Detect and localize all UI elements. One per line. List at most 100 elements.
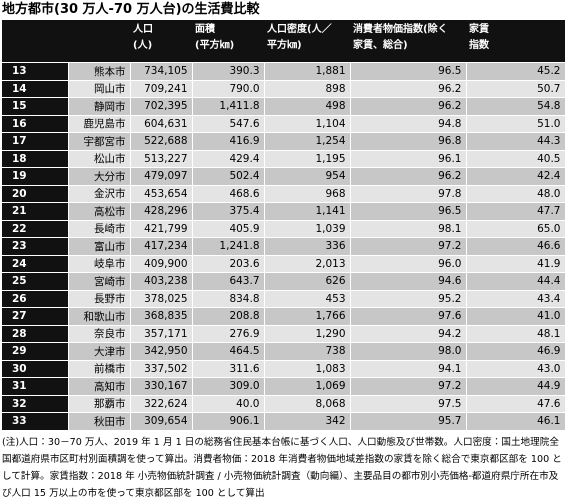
value-cell: 8,068: [264, 395, 351, 413]
value-cell: 834.8: [192, 290, 265, 308]
table-row: 14 岡山市 709,241 790.0 898 96.2 50.7: [2, 80, 566, 98]
table-row: 16 鹿児島市 604,631 547.6 1,104 94.8 51.0: [2, 115, 566, 133]
rank-cell: 25: [2, 272, 69, 291]
value-cell: 790.0: [192, 80, 265, 98]
value-cell: 626: [264, 272, 351, 291]
value-cell: 94.6: [350, 272, 467, 291]
value-cell: 65.0: [466, 220, 566, 238]
value-cell: 409,900: [130, 255, 193, 273]
rank-cell: 23: [2, 237, 69, 256]
value-cell: 1,254: [264, 132, 351, 151]
table-row: 31 高知市 330,167 309.0 1,069 97.2 44.9: [2, 377, 566, 396]
value-cell: 97.5: [350, 395, 467, 413]
value-cell: 954: [264, 167, 351, 186]
value-cell: 368,835: [130, 307, 193, 326]
header-line: (平方㎞): [195, 40, 235, 51]
value-cell: 702,395: [130, 97, 193, 116]
city-cell: 奈良市: [68, 325, 131, 343]
table-row: 17 宇都宮市 522,688 416.9 1,254 96.8 44.3: [2, 132, 566, 151]
city-cell: 宇都宮市: [68, 132, 131, 151]
value-cell: 464.5: [192, 342, 265, 361]
table-row: 28 奈良市 357,171 276.9 1,290 94.2 48.1: [2, 325, 566, 343]
value-cell: 96.1: [350, 150, 467, 168]
value-cell: 95.7: [350, 412, 467, 431]
city-cell: 大津市: [68, 342, 131, 361]
value-cell: 375.4: [192, 202, 265, 221]
value-cell: 96.2: [350, 97, 467, 116]
table-row: 30 前橋市 337,502 311.6 1,083 94.1 43.0: [2, 360, 566, 378]
value-cell: 43.4: [466, 290, 566, 308]
value-cell: 604,631: [130, 115, 193, 133]
note: (注)人口：30－70 万人、2019 年 1 月 1 日の総務省住民基本台帳に…: [2, 436, 562, 499]
rank-cell: 21: [2, 202, 69, 221]
value-cell: 94.8: [350, 115, 467, 133]
table-row: 32 那覇市 322,624 40.0 8,068 97.5 47.6: [2, 395, 566, 413]
table-row: 33 秋田市 309,654 906.1 342 95.7 46.1: [2, 412, 566, 431]
header-line: 面積: [195, 24, 215, 35]
city-cell: 熊本市: [68, 62, 131, 81]
header-cell: 消費者物価指数(除く 家賃、総合): [350, 20, 466, 63]
city-cell: 静岡市: [68, 97, 131, 116]
header-line: (人): [133, 40, 153, 51]
value-cell: 46.6: [466, 237, 566, 256]
rank-cell: 20: [2, 185, 69, 203]
value-cell: 547.6: [192, 115, 265, 133]
value-cell: 203.6: [192, 255, 265, 273]
city-cell: 長野市: [68, 290, 131, 308]
value-cell: 429.4: [192, 150, 265, 168]
value-cell: 96.2: [350, 80, 467, 98]
city-cell: 秋田市: [68, 412, 131, 431]
value-cell: 1,083: [264, 360, 351, 378]
city-cell: 松山市: [68, 150, 131, 168]
header-cell: 家賃 指数: [466, 20, 565, 63]
value-cell: 96.8: [350, 132, 467, 151]
value-cell: 1,766: [264, 307, 351, 326]
table-row: 27 和歌山市 368,835 208.8 1,766 97.6 41.0: [2, 307, 566, 326]
value-cell: 428,296: [130, 202, 193, 221]
rank-cell: 27: [2, 307, 69, 326]
value-cell: 41.9: [466, 255, 566, 273]
city-cell: 鹿児島市: [68, 115, 131, 133]
value-cell: 709,241: [130, 80, 193, 98]
city-cell: 宮崎市: [68, 272, 131, 291]
table-row: 20 金沢市 453,654 468.6 968 97.8 48.0: [2, 185, 566, 203]
header-line: 平方㎞): [267, 40, 302, 51]
value-cell: 97.2: [350, 237, 467, 256]
value-cell: 1,104: [264, 115, 351, 133]
table: 人口 (人) 面積 (平方㎞) 人口密度(人／ 平方㎞) 消費者物価指数(除く 家賃、総合) 家…: [2, 20, 566, 431]
value-cell: 309,654: [130, 412, 193, 431]
table-row: 24 岐阜市 409,900 203.6 2,013 96.0 41.9: [2, 255, 566, 273]
value-cell: 97.6: [350, 307, 467, 326]
header-line: 消費者物価指数(除く: [353, 24, 448, 35]
value-cell: 513,227: [130, 150, 193, 168]
value-cell: 40.0: [192, 395, 265, 413]
value-cell: 1,069: [264, 377, 351, 396]
value-cell: 94.1: [350, 360, 467, 378]
value-cell: 336: [264, 237, 351, 256]
value-cell: 41.0: [466, 307, 566, 326]
header-line: 家賃、総合): [353, 40, 408, 51]
table-row: 26 長野市 378,025 834.8 453 95.2 43.4: [2, 290, 566, 308]
city-cell: 那覇市: [68, 395, 131, 413]
value-cell: 421,799: [130, 220, 193, 238]
value-cell: 98.1: [350, 220, 467, 238]
value-cell: 453: [264, 290, 351, 308]
value-cell: 47.6: [466, 395, 566, 413]
value-cell: 96.5: [350, 62, 467, 81]
header-cell: 面積 (平方㎞): [192, 20, 264, 63]
header-line: 指数: [469, 40, 489, 51]
table-row: 29 大津市 342,950 464.5 738 98.0 46.9: [2, 342, 566, 361]
value-cell: 390.3: [192, 62, 265, 81]
value-cell: 378,025: [130, 290, 193, 308]
value-cell: 738: [264, 342, 351, 361]
value-cell: 46.9: [466, 342, 566, 361]
table-row: 15 静岡市 702,395 1,411.8 498 96.2 54.8: [2, 97, 566, 116]
value-cell: 95.2: [350, 290, 467, 308]
value-cell: 522,688: [130, 132, 193, 151]
rank-cell: 28: [2, 325, 69, 343]
rank-cell: 16: [2, 115, 69, 133]
value-cell: 403,238: [130, 272, 193, 291]
value-cell: 44.3: [466, 132, 566, 151]
value-cell: 479,097: [130, 167, 193, 186]
value-cell: 2,013: [264, 255, 351, 273]
